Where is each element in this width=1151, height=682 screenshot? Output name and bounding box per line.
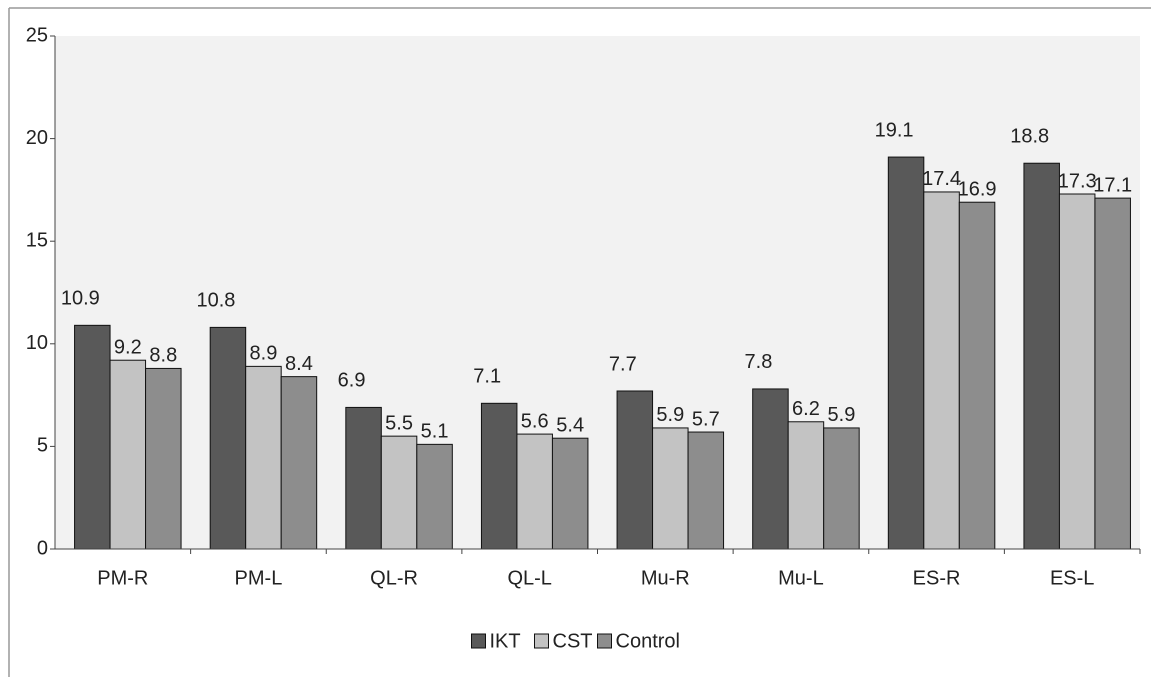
x-tick-label: Mu-R: [641, 567, 690, 589]
bar: [245, 365, 282, 550]
data-label: 18.8: [1010, 126, 1049, 148]
bar: [480, 402, 518, 550]
data-label: 8.9: [250, 343, 278, 365]
y-tick-label: 5: [37, 435, 48, 457]
data-label: 17.1: [1093, 174, 1132, 196]
data-label: 17.4: [922, 168, 961, 190]
data-label: 5.9: [828, 404, 856, 426]
x-tick-label: QL-L: [507, 567, 551, 589]
y-tick-label: 25: [26, 24, 48, 46]
bar: [787, 421, 825, 550]
x-tick-label: PM-R: [97, 567, 148, 589]
data-label: 8.8: [149, 345, 177, 367]
x-tick-label: QL-R: [370, 567, 418, 589]
data-label: 16.9: [958, 178, 997, 200]
bar: [109, 359, 147, 550]
data-label: 6.9: [338, 370, 366, 392]
legend-label: Control: [616, 630, 680, 652]
bar: [416, 443, 453, 550]
bar: [1023, 162, 1060, 550]
x-tick-label: PM-L: [235, 567, 283, 589]
legend-label: IKT: [490, 630, 521, 652]
data-label: 19.1: [875, 119, 914, 141]
bar: [74, 324, 111, 550]
data-label: 5.4: [556, 414, 584, 436]
bar: [145, 367, 182, 550]
bar: [516, 433, 553, 550]
bar: [923, 191, 960, 550]
data-label: 5.1: [421, 421, 449, 443]
data-label: 5.9: [656, 404, 684, 426]
bar: [1058, 193, 1096, 550]
bar: [380, 435, 418, 550]
legend-swatch: [597, 633, 612, 649]
data-label: 6.2: [792, 398, 820, 420]
y-tick-label: 10: [26, 332, 48, 354]
bar: [280, 376, 318, 550]
bar: [752, 388, 789, 550]
bar: [1094, 197, 1131, 550]
x-tick-label: ES-L: [1050, 567, 1094, 589]
data-label: 5.7: [692, 408, 720, 430]
bar: [823, 427, 860, 550]
bar: [551, 437, 589, 550]
x-tick-label: Mu-L: [778, 567, 824, 589]
bar: [652, 427, 689, 550]
data-label: 7.7: [609, 353, 637, 375]
legend-swatch: [534, 633, 549, 649]
data-label: 9.2: [114, 336, 142, 358]
bar: [209, 326, 247, 550]
data-label: 5.6: [521, 410, 549, 432]
bar: [687, 431, 725, 550]
data-label: 8.4: [285, 353, 313, 375]
data-label: 5.5: [385, 412, 413, 434]
data-label: 10.9: [61, 288, 100, 310]
bar: [958, 201, 996, 550]
data-label: 7.1: [473, 366, 501, 388]
data-label: 17.3: [1058, 170, 1097, 192]
y-tick-label: 20: [26, 127, 48, 149]
bar: [616, 390, 654, 550]
legend-label: CST: [553, 630, 593, 652]
x-tick-label: ES-R: [913, 567, 961, 589]
bar: [345, 406, 382, 550]
bar: [887, 156, 925, 550]
y-tick-label: 0: [37, 537, 48, 559]
legend-swatch: [471, 633, 486, 649]
data-label: 7.8: [745, 351, 773, 373]
y-tick-label: 15: [26, 229, 48, 251]
data-label: 10.8: [196, 290, 235, 312]
